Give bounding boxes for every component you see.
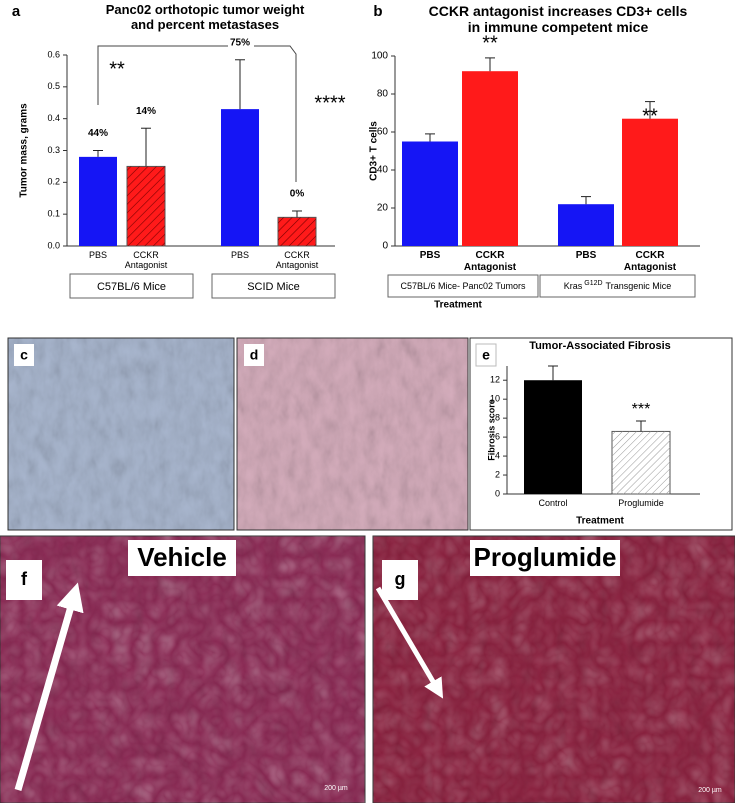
image-label: Vehicle: [137, 542, 227, 572]
chart-title: CCKR antagonist increases CD3+ cells in …: [428, 3, 688, 36]
annotation: 75%: [230, 37, 250, 48]
panel-letter: e: [482, 347, 490, 363]
y-tick-label: 0: [495, 488, 500, 498]
y-tick-label: 60: [377, 127, 389, 138]
y-tick-label: 0.0: [47, 240, 60, 250]
y-axis-label: CD3+ T cells: [369, 121, 380, 181]
x-axis-label: Treatment: [434, 300, 482, 311]
y-tick-label: 0.4: [47, 113, 60, 123]
significance: **: [642, 105, 658, 127]
y-tick-label: 12: [490, 375, 500, 385]
x-tick-label: CCKR Antagonist: [124, 250, 168, 271]
group-label: Kras G12D Transgenic Mice: [564, 280, 672, 292]
y-tick-label: 0.1: [47, 209, 60, 219]
bar-hatch: [278, 217, 316, 246]
chart-title: Panc02 orthotopic tumor weight and perce…: [105, 2, 305, 32]
panel-letter: d: [250, 347, 259, 363]
bar: [558, 204, 614, 246]
group-box: [539, 274, 696, 298]
x-tick-label: CCKR Antagonist: [623, 250, 677, 273]
group-box: [69, 273, 194, 299]
y-axis-label: Tumor mass, grams: [19, 103, 30, 198]
x-axis-label: Treatment: [576, 516, 624, 527]
significance: ***: [632, 401, 651, 418]
x-tick-label: Proglumide: [618, 498, 664, 508]
image-panel-g: g Proglumide 200 µm: [372, 535, 735, 803]
x-tick-label: CCKR Antagonist: [463, 250, 517, 273]
annotation: 14%: [136, 106, 156, 117]
annotation: 0%: [290, 189, 305, 200]
x-tick-label: PBS: [419, 250, 441, 261]
panel-letter-box: [14, 344, 34, 366]
bar-hatch: [612, 431, 670, 494]
group-box: [211, 273, 336, 299]
y-tick-label: 0: [382, 241, 388, 252]
arrow: [375, 586, 444, 699]
group-label: SCID Mice: [247, 281, 300, 293]
group-label: C57BL/6 Mice: [97, 281, 166, 293]
y-tick-label: 6: [495, 431, 500, 441]
y-tick-label: 0.6: [47, 49, 60, 59]
group-label-suffix: Transgenic Mice: [606, 281, 672, 291]
y-tick-label: 10: [490, 394, 500, 404]
image-panel-f: f Vehicle 200 µm: [0, 535, 366, 803]
bar: [622, 118, 678, 246]
significance: **: [482, 32, 498, 54]
y-tick-label: 4: [495, 450, 500, 460]
panel-letter-box: [475, 343, 497, 367]
group-label-text: C57BL/6 Mice: [97, 281, 166, 293]
group-label-text: SCID Mice: [247, 281, 300, 293]
y-tick-label: 80: [377, 89, 389, 100]
y-axis-label: Fibrosis score: [486, 399, 496, 461]
bar: [524, 380, 582, 494]
y-tick-label: 2: [495, 469, 500, 479]
y-tick-label: 20: [377, 203, 389, 214]
y-tick-label: 8: [495, 413, 500, 423]
panel-letter: a: [12, 3, 21, 20]
x-tick-label: PBS: [88, 250, 107, 260]
group-label-text: Kras: [564, 281, 583, 291]
group-box: [387, 274, 539, 298]
image-panel-c: c: [7, 337, 235, 531]
annotation: 44%: [88, 128, 108, 139]
y-tick-label: 100: [371, 51, 388, 62]
bar: [79, 156, 117, 246]
group-label: C57BL/6 Mice- Panc02 Tumors: [400, 281, 526, 291]
image-label: Proglumide: [473, 542, 616, 572]
significance: ****: [314, 92, 345, 114]
scale-bar: 200 µm: [324, 785, 348, 792]
bar: [221, 109, 259, 246]
image-panel-d: d: [236, 337, 469, 531]
panel-letter-box: [244, 344, 264, 366]
bracket: [97, 45, 228, 105]
chart-title: Tumor-Associated Fibrosis: [529, 340, 671, 352]
panel-frame: [469, 337, 733, 531]
x-tick-label: PBS: [575, 250, 597, 261]
bar: [402, 141, 458, 246]
bracket: [254, 45, 297, 182]
panel-letter: g: [395, 569, 406, 589]
significance: **: [109, 58, 125, 80]
x-tick-label: PBS: [230, 250, 249, 260]
bar: [462, 71, 518, 246]
y-tick-label: 0.3: [47, 145, 60, 155]
y-tick-label: 40: [377, 165, 389, 176]
x-tick-label: Control: [538, 498, 568, 508]
panel-letter: b: [373, 3, 382, 20]
y-tick-label: 0.2: [47, 177, 60, 187]
arrow: [14, 582, 84, 791]
panel-letter: f: [21, 569, 28, 589]
group-label-text: C57BL/6 Mice- Panc02 Tumors: [400, 281, 526, 291]
scale-bar: 200 µm: [698, 787, 722, 794]
group-label-superscript: G12D: [584, 280, 602, 287]
bar-hatch: [127, 166, 165, 246]
y-tick-label: 0.5: [47, 81, 60, 91]
x-tick-label: CCKR Antagonist: [275, 250, 319, 271]
panel-letter: c: [20, 347, 28, 363]
